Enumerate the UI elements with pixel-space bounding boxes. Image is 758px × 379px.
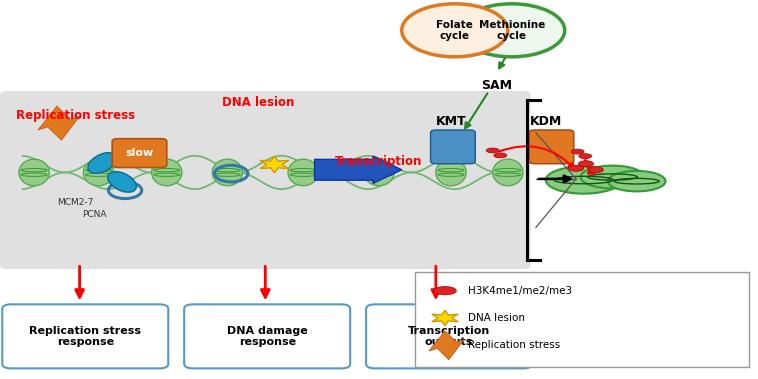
Text: slow: slow <box>125 148 154 158</box>
Ellipse shape <box>581 166 644 188</box>
Text: KMT: KMT <box>436 115 466 128</box>
Ellipse shape <box>88 153 117 173</box>
Ellipse shape <box>568 165 584 171</box>
Text: Folate
cycle: Folate cycle <box>437 20 473 41</box>
Text: DNA damage
response: DNA damage response <box>227 326 308 347</box>
Polygon shape <box>38 106 80 140</box>
Polygon shape <box>432 310 458 326</box>
Ellipse shape <box>212 159 243 186</box>
FancyBboxPatch shape <box>0 91 531 269</box>
Ellipse shape <box>436 159 466 186</box>
FancyBboxPatch shape <box>184 304 350 368</box>
Polygon shape <box>429 331 464 360</box>
Ellipse shape <box>572 149 584 154</box>
Ellipse shape <box>608 171 666 191</box>
Text: PCNA: PCNA <box>83 210 107 219</box>
Text: Transcription: Transcription <box>335 155 423 168</box>
Ellipse shape <box>364 159 394 186</box>
FancyBboxPatch shape <box>112 139 167 168</box>
FancyBboxPatch shape <box>529 130 574 164</box>
FancyBboxPatch shape <box>2 304 168 368</box>
Ellipse shape <box>487 148 499 153</box>
FancyArrow shape <box>315 156 402 183</box>
Circle shape <box>459 4 565 57</box>
Text: DNA lesion: DNA lesion <box>221 96 294 109</box>
Text: SAM: SAM <box>481 79 512 92</box>
Ellipse shape <box>546 166 622 194</box>
Text: Replication stress: Replication stress <box>16 109 136 122</box>
Text: H3K4me1/me2/me3: H3K4me1/me2/me3 <box>468 286 572 296</box>
Ellipse shape <box>493 159 523 186</box>
Text: DNA lesion: DNA lesion <box>468 313 525 323</box>
Polygon shape <box>260 156 289 173</box>
FancyBboxPatch shape <box>431 130 475 164</box>
Ellipse shape <box>83 159 114 186</box>
Text: Transcription
outputs: Transcription outputs <box>408 326 490 347</box>
Text: MCM2-7: MCM2-7 <box>58 198 94 207</box>
FancyBboxPatch shape <box>415 272 749 367</box>
Ellipse shape <box>288 159 318 186</box>
Text: Replication stress: Replication stress <box>468 340 560 350</box>
Ellipse shape <box>494 153 506 158</box>
Ellipse shape <box>152 159 182 186</box>
FancyBboxPatch shape <box>366 304 532 368</box>
Text: Replication stress
response: Replication stress response <box>30 326 141 347</box>
Circle shape <box>402 4 508 57</box>
Ellipse shape <box>108 172 136 192</box>
Ellipse shape <box>578 161 594 167</box>
Ellipse shape <box>19 159 49 186</box>
Ellipse shape <box>579 154 592 159</box>
Ellipse shape <box>434 287 456 295</box>
Text: KDM: KDM <box>530 115 562 128</box>
Ellipse shape <box>588 167 603 173</box>
Text: Methionine
cycle: Methionine cycle <box>478 20 545 41</box>
